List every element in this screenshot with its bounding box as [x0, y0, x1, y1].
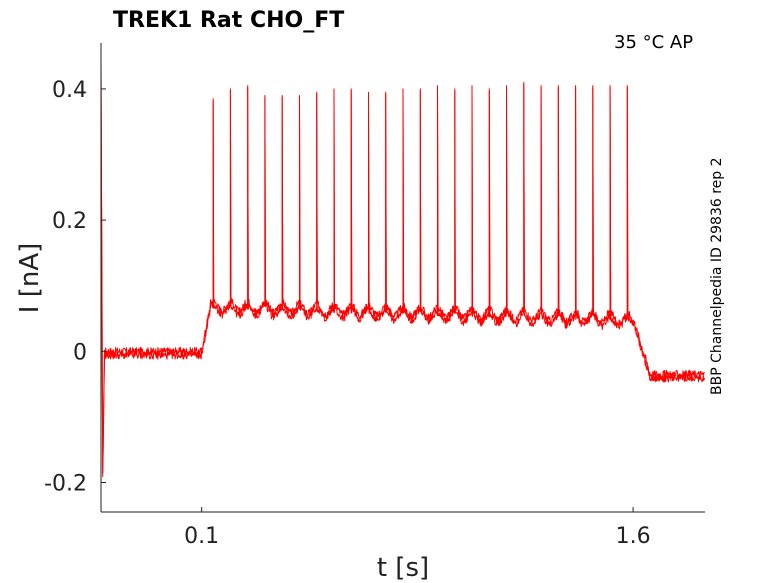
y-axis-label: I [nA]	[15, 243, 45, 313]
x-tick-label: 0.1	[184, 524, 219, 549]
y-axis: 0.4 0.2 0 -0.2	[44, 78, 106, 496]
y-tick-label: 0.2	[52, 209, 87, 234]
y-tick-label: 0	[73, 340, 87, 365]
x-axis: 0.1 1.6	[184, 507, 651, 549]
y-tick-label: 0.4	[52, 78, 87, 103]
channelpedia-id-label: BBP Channelpedia ID 29836 rep 2	[709, 157, 725, 395]
x-tick-label: 1.6	[616, 524, 651, 549]
x-axis-label: t [s]	[377, 553, 429, 583]
plot-area	[100, 59, 706, 477]
condition-label: 35 °C AP	[614, 32, 693, 53]
chart-title: TREK1 Rat CHO_FT	[113, 8, 344, 33]
current-trace	[100, 63, 706, 477]
y-tick-label: -0.2	[44, 471, 87, 496]
current-trace	[100, 59, 705, 474]
